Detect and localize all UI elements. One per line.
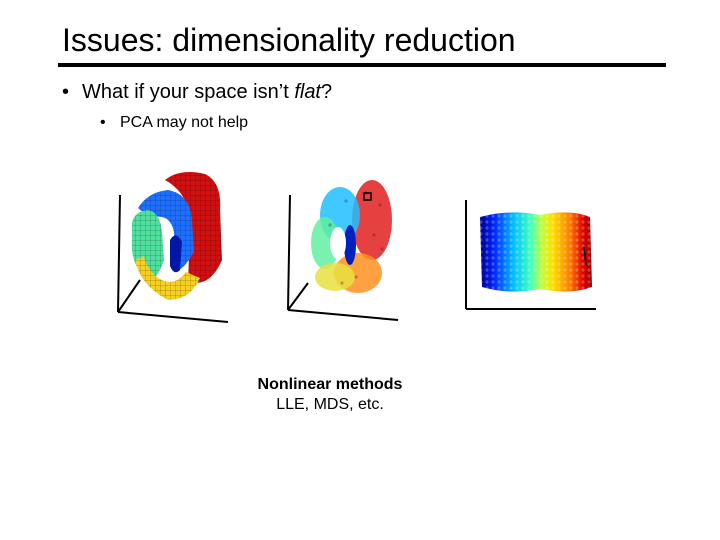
y-axis <box>117 279 141 313</box>
unrolled-embedding-figure <box>465 200 596 310</box>
caption-subtitle: LLE, MDS, etc. <box>276 396 384 413</box>
swiss-roll-surface-figure <box>117 172 229 323</box>
x-axis <box>117 311 229 323</box>
bullet-text-end: ? <box>321 81 333 103</box>
embedding-band-points <box>480 212 592 292</box>
y-axis <box>287 282 309 311</box>
scatter-hole <box>330 227 346 259</box>
z-axis <box>287 194 291 311</box>
scatter-yellow <box>315 263 355 291</box>
roll-core <box>170 235 182 273</box>
scatter-outer-red <box>352 180 392 260</box>
bullet-marker: • <box>62 81 70 103</box>
sub-bullet-text: PCA may not help <box>120 114 249 131</box>
title-underline <box>58 63 666 67</box>
z-axis <box>117 194 121 313</box>
sub-bullet-marker: • <box>100 114 106 131</box>
selected-point-marker <box>363 192 372 201</box>
roll-band-yellow-fill <box>135 256 200 300</box>
selected-point-marker <box>583 246 587 266</box>
scatter-green <box>311 217 339 269</box>
caption-title: Nonlinear methods <box>257 376 403 393</box>
x-axis <box>287 309 399 321</box>
scatter-blue-core <box>344 225 356 265</box>
bullet-text-italic: flat <box>294 81 321 103</box>
bullet-text-start: What if your space isn’t <box>82 81 295 103</box>
swiss-roll-scatter-figure <box>287 180 399 321</box>
sub-bullet-pca: • PCA may not help <box>100 112 248 134</box>
bullet-what-if-flat: • What if your space isn’t flat? <box>62 78 332 106</box>
slide-title: Issues: dimensionality reduction <box>62 22 516 58</box>
roll-band-red-fill <box>165 172 222 284</box>
